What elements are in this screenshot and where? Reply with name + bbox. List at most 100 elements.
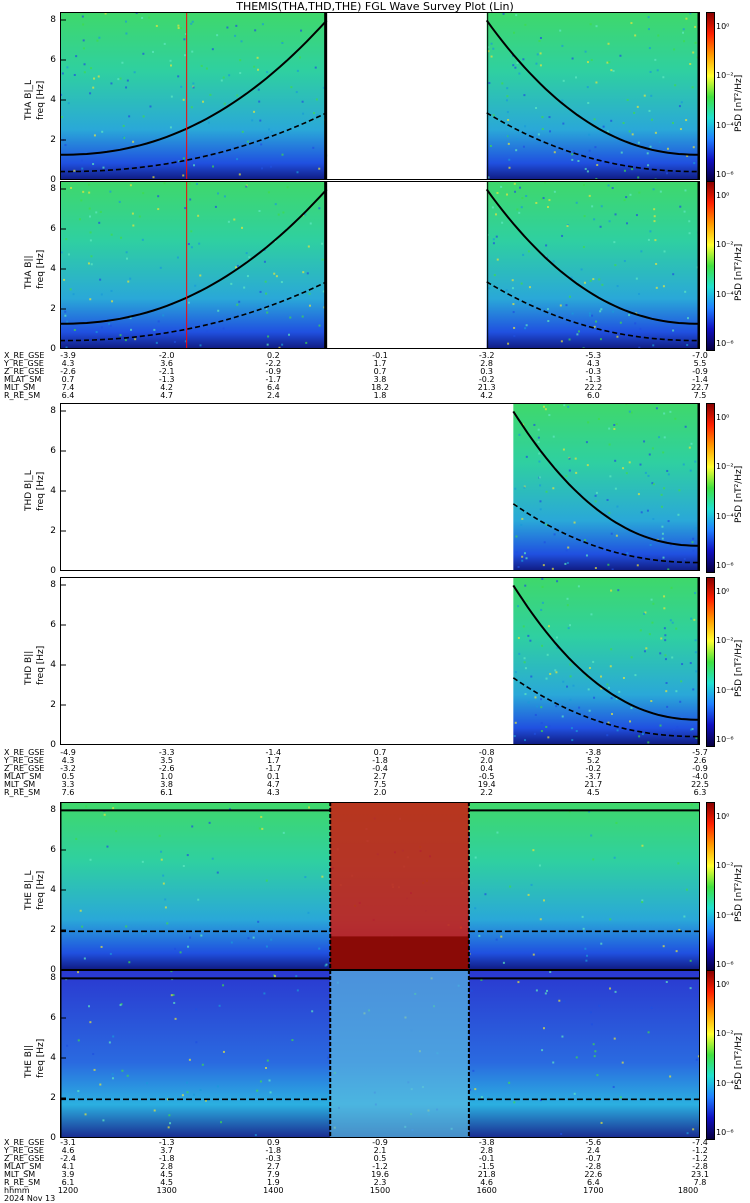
y-axis-label: THD B|| xyxy=(24,651,34,685)
colorbar-tick: 10⁻⁶ xyxy=(716,735,734,744)
x-tick-label: 1800 xyxy=(678,1187,698,1195)
colorbar-tick: 10⁰ xyxy=(716,587,729,596)
spectrogram-thd-bl xyxy=(60,403,700,571)
orbit-label: R_RE_SM xyxy=(4,789,40,797)
colorbar-tick: 10⁻² xyxy=(716,636,734,645)
data-interval-0 xyxy=(513,403,700,571)
colorbar-title: PSD [nT²/Hz] xyxy=(734,640,744,697)
y-tick-label: 4 xyxy=(36,660,56,670)
colorbar-tick: 10⁰ xyxy=(716,413,729,422)
y-axis-label: THE B|_L xyxy=(24,870,34,910)
colorbar-title: PSD [nT²/Hz] xyxy=(734,75,744,132)
colorbar-tick: 10⁻² xyxy=(716,71,734,80)
orbit-value: 4.5 xyxy=(587,789,600,797)
colorbar-tick: 10⁻⁶ xyxy=(716,1128,734,1137)
x-tick-label: 1400 xyxy=(263,1187,283,1195)
x-tick-label: 1300 xyxy=(156,1187,176,1195)
spectrogram-panel-the-bll xyxy=(60,970,700,1138)
orbit-value: 7.6 xyxy=(62,789,75,797)
colorbar-tick: 10⁰ xyxy=(716,980,729,989)
y-tick-label: 2 xyxy=(36,925,56,935)
y-axis-label: THD B|_L xyxy=(24,470,34,511)
y-axis-label: THA B|| xyxy=(24,255,34,289)
orbit-value: 6.1 xyxy=(160,789,173,797)
colorbar-tick: 10⁻⁶ xyxy=(716,960,734,969)
spectrogram-tha-bl xyxy=(60,12,700,180)
orbit-value: 4.2 xyxy=(480,392,493,400)
y-tick-label: 8 xyxy=(36,184,56,194)
y-tick-label: 4 xyxy=(36,1053,56,1063)
y-tick-label: 2 xyxy=(36,1093,56,1103)
colorbar xyxy=(706,403,715,573)
x-tick-label: 1600 xyxy=(476,1187,496,1195)
data-interval-1 xyxy=(487,12,700,180)
spectrogram-panel-tha-bll xyxy=(60,181,700,349)
colorbar-tick: 10⁻⁶ xyxy=(716,339,734,348)
y-tick-label: 6 xyxy=(36,446,56,456)
colorbar-tick: 10⁻⁴ xyxy=(716,911,734,920)
colorbar-title: PSD [nT²/Hz] xyxy=(734,865,744,922)
orbit-value: 7.5 xyxy=(694,392,707,400)
y-tick-label: 4 xyxy=(36,95,56,105)
y-tick-label: 6 xyxy=(36,55,56,65)
colorbar-tick: 10⁻² xyxy=(716,240,734,249)
colorbar-tick: 10⁻² xyxy=(716,861,734,870)
y-tick-label: 6 xyxy=(36,620,56,630)
orbit-value: 2.4 xyxy=(267,392,280,400)
orbit-value: 6.4 xyxy=(62,392,75,400)
spectrogram-the-bll xyxy=(60,970,700,1138)
colorbar-tick: 10⁻⁴ xyxy=(716,1079,734,1088)
y-tick-label: 8 xyxy=(36,15,56,25)
spectrogram-panel-thd-bl xyxy=(60,403,700,571)
colorbar-tick: 10⁻⁶ xyxy=(716,561,734,570)
spectrogram-tha-bll xyxy=(60,181,700,349)
y-tick-label: 4 xyxy=(36,885,56,895)
colorbar-tick: 10⁰ xyxy=(716,812,729,821)
y-tick-label: 2 xyxy=(36,304,56,314)
y-tick-label: 6 xyxy=(36,1013,56,1023)
colorbar-tick: 10⁻² xyxy=(716,462,734,471)
colorbar-tick: 10⁻⁴ xyxy=(716,512,734,521)
orbit-value: 2.0 xyxy=(374,789,387,797)
y-tick-label: 6 xyxy=(36,845,56,855)
spectrogram-panel-thd-bll xyxy=(60,577,700,745)
intense-region xyxy=(330,970,469,1138)
colorbar xyxy=(706,181,715,351)
x-tick-label: 1500 xyxy=(370,1187,390,1195)
y-tick-label: 0 xyxy=(36,566,56,576)
colorbar-tick: 10⁰ xyxy=(716,191,729,200)
y-tick-label: 8 xyxy=(36,580,56,590)
orbit-value: 4.7 xyxy=(160,392,173,400)
y-axis-label: THA B|_L xyxy=(24,80,34,120)
colorbar xyxy=(706,802,715,972)
colorbar-title: PSD [nT²/Hz] xyxy=(734,1033,744,1090)
x-tick-label: 1700 xyxy=(583,1187,603,1195)
spectrogram-panel-tha-bl xyxy=(60,12,700,180)
orbit-value: 6.0 xyxy=(587,392,600,400)
spectrogram-the-bl xyxy=(60,802,700,970)
orbit-value: 6.3 xyxy=(694,789,707,797)
y-tick-label: 2 xyxy=(36,526,56,536)
y-tick-label: 8 xyxy=(36,973,56,983)
data-interval-1 xyxy=(487,181,700,349)
orbit-value: 2.2 xyxy=(480,789,493,797)
y-tick-label: 8 xyxy=(36,805,56,815)
data-interval-0 xyxy=(513,577,700,745)
y-tick-label: 6 xyxy=(36,224,56,234)
colorbar-tick: 10⁻⁴ xyxy=(716,686,734,695)
y-tick-label: 8 xyxy=(36,406,56,416)
colorbar-tick: 10⁻⁴ xyxy=(716,290,734,299)
y-axis-label: THE B|| xyxy=(24,1045,34,1078)
colorbar xyxy=(706,12,715,182)
orbit-value: 1.8 xyxy=(374,392,387,400)
colorbar-tick: 10⁻⁶ xyxy=(716,170,734,179)
orbit-value: 4.3 xyxy=(267,789,280,797)
colorbar xyxy=(706,970,715,1140)
spectrogram-thd-bll xyxy=(60,577,700,745)
x-tick-label: 1200 xyxy=(58,1187,78,1195)
colorbar-title: PSD [nT²/Hz] xyxy=(734,244,744,301)
y-tick-label: 4 xyxy=(36,264,56,274)
y-tick-label: 4 xyxy=(36,486,56,496)
colorbar-tick: 10⁰ xyxy=(716,22,729,31)
spectrogram-panel-the-bl xyxy=(60,802,700,970)
